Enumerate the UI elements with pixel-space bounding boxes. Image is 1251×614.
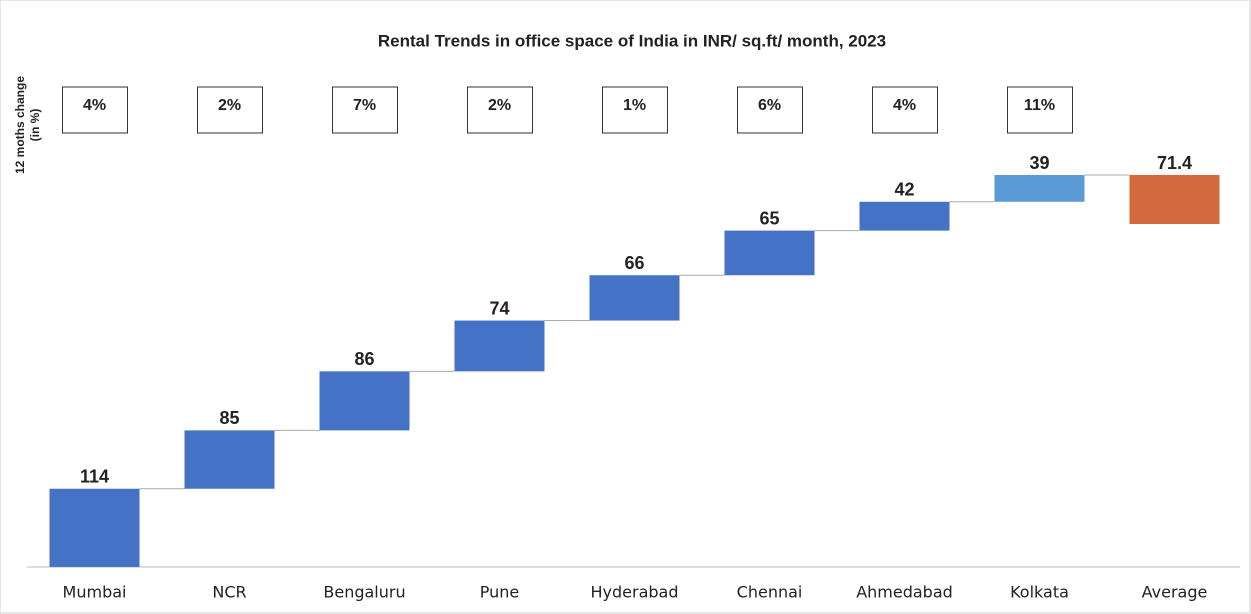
bar bbox=[49, 488, 140, 567]
x-tick-label: Chennai bbox=[737, 583, 803, 602]
value-label: 66 bbox=[624, 253, 644, 273]
change-box bbox=[332, 86, 398, 134]
change-label: 7% bbox=[353, 97, 376, 114]
value-label: 65 bbox=[759, 208, 779, 228]
chart-title: Rental Trends in office space of India i… bbox=[378, 31, 886, 50]
bar bbox=[184, 430, 275, 489]
change-label: 4% bbox=[893, 97, 916, 114]
bar bbox=[1129, 175, 1220, 225]
value-label: 86 bbox=[354, 349, 374, 369]
x-tick-label: NCR bbox=[212, 583, 246, 602]
change-axis-label: 12 moths change (in %) bbox=[13, 76, 42, 174]
x-tick-label: Pune bbox=[480, 583, 520, 602]
value-label: 71.4 bbox=[1157, 153, 1192, 173]
change-box bbox=[872, 86, 938, 134]
x-tick-label: Average bbox=[1142, 583, 1208, 602]
bar bbox=[859, 201, 950, 231]
change-axis-label-line: (in %) bbox=[28, 109, 42, 142]
change-box bbox=[62, 86, 128, 134]
value-label: 114 bbox=[80, 466, 109, 486]
bar bbox=[589, 275, 680, 321]
x-tick-label: Mumbai bbox=[63, 583, 127, 602]
bar bbox=[319, 371, 410, 431]
x-tick-label: Kolkata bbox=[1010, 583, 1069, 602]
value-label: 74 bbox=[489, 298, 509, 318]
change-axis-label-line: 12 moths change bbox=[13, 76, 27, 174]
change-label: 11% bbox=[1024, 97, 1055, 114]
change-box bbox=[467, 86, 533, 134]
value-label: 39 bbox=[1029, 153, 1049, 173]
change-box bbox=[602, 86, 668, 134]
change-box bbox=[737, 86, 803, 134]
change-label: 1% bbox=[623, 97, 646, 114]
change-label: 6% bbox=[758, 97, 781, 114]
bar bbox=[724, 230, 815, 276]
change-label: 4% bbox=[83, 97, 106, 114]
x-tick-label: Bengaluru bbox=[323, 583, 405, 602]
x-tick-label: Ahmedabad bbox=[856, 583, 953, 602]
bar bbox=[994, 175, 1085, 202]
change-label: 2% bbox=[218, 97, 241, 114]
change-box bbox=[1007, 86, 1073, 134]
value-label: 42 bbox=[894, 180, 914, 200]
x-tick-label: Hyderabad bbox=[591, 583, 679, 602]
change-box bbox=[197, 86, 263, 134]
value-label: 85 bbox=[219, 408, 239, 428]
change-label: 2% bbox=[488, 97, 511, 114]
bar bbox=[454, 320, 545, 372]
